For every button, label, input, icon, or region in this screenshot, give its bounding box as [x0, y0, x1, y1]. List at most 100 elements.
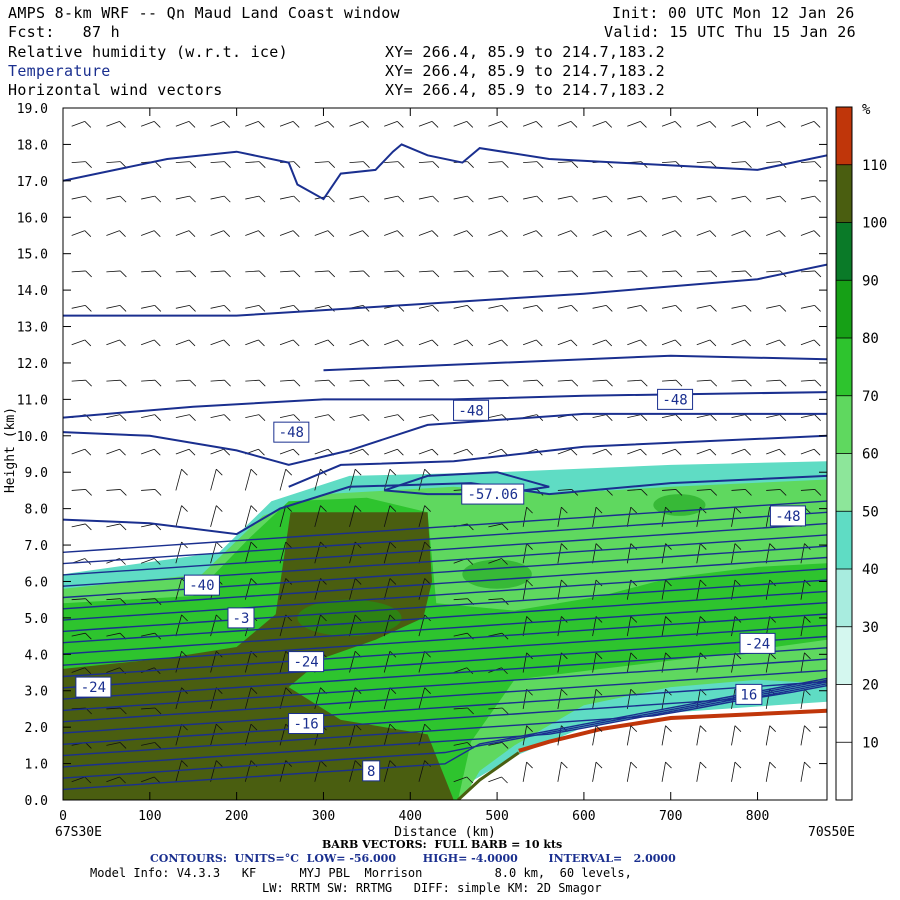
barb-shaft [314, 339, 329, 346]
barb-flag [769, 725, 776, 732]
barb-shaft [488, 632, 503, 637]
barb-shaft [349, 270, 364, 273]
barb-flag [571, 270, 579, 278]
wind-barb [245, 121, 265, 128]
y-tick-label: 15.0 [17, 248, 48, 263]
wind-barb [523, 161, 544, 168]
y-tick-label: 2.0 [25, 721, 48, 736]
wind-barb [71, 305, 92, 312]
barb-shaft [349, 724, 356, 746]
barb-flag [734, 579, 742, 587]
barb-flag [432, 414, 439, 421]
barb-legend: BARB VECTORS: FULL BARB = 10 kts [322, 838, 563, 851]
barb-shaft [627, 270, 642, 273]
wind-barb [522, 579, 533, 600]
wind-barb [661, 579, 672, 600]
barb-shaft [800, 339, 815, 346]
x-tick-label: 100 [138, 809, 161, 824]
barb-shaft [661, 339, 676, 346]
contour-label-text: -24 [293, 655, 318, 671]
wind-barb [592, 121, 613, 128]
barb-flag [362, 230, 369, 237]
barb-flag [779, 414, 787, 421]
barb-shaft [349, 760, 356, 782]
barb-shaft [71, 707, 86, 710]
wind-barb [765, 543, 776, 564]
barb-shaft [210, 541, 217, 564]
wind-barb [175, 448, 196, 456]
wind-barb [592, 761, 603, 782]
barb-shaft [800, 579, 805, 600]
wind-barb [592, 195, 613, 203]
wind-barb [210, 448, 231, 456]
barb-shaft [71, 448, 85, 455]
wind-barb [314, 505, 327, 527]
barb-flag [327, 230, 335, 237]
barb-shaft [140, 558, 155, 564]
y-tick-label: 7.0 [25, 539, 48, 554]
y-tick-label: 4.0 [25, 648, 48, 663]
barb-flag [501, 667, 508, 675]
barb-shaft [314, 230, 329, 236]
barb-shaft [696, 689, 701, 710]
barb-shaft [800, 448, 815, 455]
barb-flag [119, 523, 127, 531]
barb-flag [293, 379, 301, 387]
barb-shaft [383, 760, 391, 782]
barb-shaft [383, 724, 391, 746]
wind-barb [661, 230, 682, 237]
wind-barb [106, 339, 126, 347]
barb-flag [320, 541, 327, 549]
temperature-contour [63, 568, 827, 621]
barb-flag [561, 543, 568, 550]
barb-flag [189, 270, 197, 278]
contour-label-text: 8 [367, 764, 375, 780]
barb-flag [431, 230, 439, 237]
barb-flag [154, 776, 161, 784]
wind-barb [731, 579, 742, 600]
barb-flag [424, 541, 431, 549]
wind-barb [71, 161, 92, 168]
barb-shaft [592, 689, 597, 710]
wind-barb [349, 760, 362, 782]
contour-label: 8 [362, 760, 381, 782]
barb-flag [119, 448, 126, 456]
wind-barb [314, 379, 336, 387]
barb-flag [431, 448, 439, 456]
y-axis-label: Height (km) [3, 407, 18, 493]
barb-shaft [349, 161, 364, 164]
barb-shaft [279, 724, 287, 746]
barb-flag [675, 414, 683, 421]
barb-shaft [488, 195, 503, 200]
barb-shaft [279, 687, 287, 710]
barb-shaft [383, 505, 391, 527]
y-tick-label: 11.0 [17, 393, 48, 408]
barb-shaft [662, 270, 677, 273]
barb-flag [327, 121, 335, 128]
wind-barb [800, 270, 822, 278]
wind-barb [175, 468, 188, 491]
temperature-contour [63, 613, 827, 666]
contour-label-text: -3 [233, 611, 250, 627]
y-tick-label: 9.0 [25, 466, 48, 481]
wind-barb [418, 305, 439, 312]
barb-flag [189, 379, 197, 387]
barb-shaft [592, 448, 606, 455]
barb-flag [570, 448, 578, 456]
barb-flag [250, 505, 258, 512]
barb-shaft [140, 121, 155, 127]
barb-shaft [210, 161, 225, 164]
barb-flag [606, 414, 613, 421]
barb-flag [250, 687, 258, 694]
wind-barb [662, 270, 683, 278]
barb-shaft [662, 379, 677, 382]
barb-shaft [765, 579, 771, 600]
wind-barb [766, 305, 787, 312]
barb-flag [605, 121, 613, 128]
barb-flag [606, 379, 613, 387]
barb-shaft [175, 614, 182, 637]
barb-flag [630, 579, 638, 587]
wind-barb [245, 270, 266, 278]
wind-barb [314, 760, 327, 782]
barb-shaft [279, 414, 294, 418]
